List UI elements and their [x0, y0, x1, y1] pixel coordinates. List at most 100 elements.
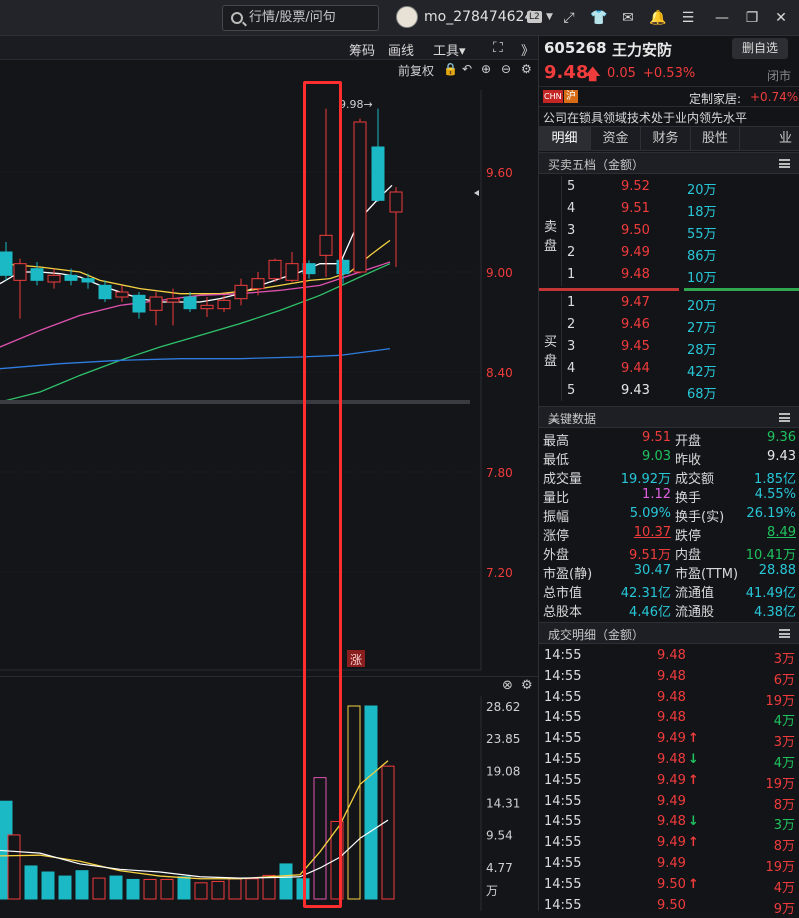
volume-gear-icon[interactable]: ⚙: [521, 678, 533, 693]
level-price: 9.47: [621, 295, 650, 310]
stock-code: 605268: [544, 39, 607, 57]
keydata-value: 9.43: [767, 449, 796, 464]
keydata-value: 10.41万: [745, 548, 796, 563]
close-icon[interactable]: ✕: [775, 10, 787, 26]
search-placeholder: 行情/股票/问句: [249, 10, 336, 25]
level-amount: 20万: [687, 299, 717, 314]
level-amount: 68万: [687, 387, 717, 402]
level-number: 5: [567, 383, 576, 398]
trade-amount: 8万: [773, 797, 795, 813]
candle-body: [217, 299, 231, 310]
buy-level-5[interactable]: 5 9.43 68万: [539, 380, 799, 402]
bell-icon[interactable]: 🔔: [649, 10, 667, 26]
y-tick-label: 9.60: [486, 166, 513, 180]
limit-up-tag: 涨: [350, 652, 362, 667]
draw-line-button[interactable]: 画线: [388, 44, 415, 59]
adjust-button[interactable]: 前复权: [398, 64, 435, 78]
orderbook-menu-icon[interactable]: [779, 159, 790, 168]
keydata-value: 28.88: [758, 563, 796, 578]
level-price: 9.51: [621, 201, 650, 216]
trade-time: 14:55: [544, 876, 582, 892]
tab-funds[interactable]: 资金: [590, 127, 640, 151]
tag-chn: CHN: [543, 90, 563, 103]
volume-ticks: 28.62 23.85 19.08 14.31 9.54 4.77 万: [486, 700, 520, 898]
chevron-down-icon[interactable]: ▼: [546, 12, 553, 22]
volume-bar: [228, 878, 242, 900]
keydata-value[interactable]: 10.37: [633, 525, 671, 540]
search-input[interactable]: 行情/股票/问句: [222, 5, 379, 31]
volume-chart[interactable]: 28.62 23.85 19.08 14.31 9.54 4.77 万: [0, 696, 538, 911]
trades-header: 成交明细（金额）: [539, 622, 799, 644]
keydata-label: 市盈(静): [543, 567, 593, 582]
trade-row: 14:55 9.50 ↑ 4万: [539, 877, 799, 897]
trade-direction-icon: ↓: [688, 752, 699, 767]
restore-icon[interactable]: ❐: [745, 10, 759, 26]
trade-direction-icon: ↑: [688, 876, 699, 892]
shirt-icon[interactable]: 👕: [590, 10, 608, 26]
sell-level-1[interactable]: 1 9.48 10万: [539, 264, 799, 286]
trade-row: 14:55 9.48 4万: [539, 710, 799, 730]
chart-subtoolbar: 前复权 🔒 ↶ ⊕ ⊖ ⚙: [0, 60, 538, 82]
keydata-label: 总股本: [543, 605, 583, 620]
price-pointer-icon: [474, 190, 479, 196]
volume-bar: [279, 863, 293, 900]
volume-bar: [126, 878, 140, 900]
sell-ratio-bar: [539, 288, 679, 291]
volume-bar: [177, 876, 191, 900]
sell-label-char: 卖: [544, 220, 558, 235]
keydata-value[interactable]: 8.49: [767, 525, 796, 540]
menu-icon[interactable]: ☰: [681, 10, 695, 26]
trade-direction-icon: ↑: [688, 772, 699, 788]
sell-level-4[interactable]: 4 9.51 18万: [539, 198, 799, 220]
last-price: 9.48: [544, 62, 589, 83]
avatar[interactable]: [396, 6, 418, 28]
keydata-label: 涨停: [543, 529, 570, 544]
undo-icon[interactable]: ↶: [462, 62, 473, 76]
candle-body: [268, 259, 282, 280]
buy-level-1[interactable]: 1 9.47 20万: [539, 292, 799, 314]
level-number: 1: [567, 267, 576, 282]
trade-time: 14:55: [544, 648, 582, 663]
level-price: 9.48: [621, 267, 650, 282]
tab-finance[interactable]: 财务: [640, 127, 690, 151]
keydata-value: 1.85亿: [754, 472, 796, 487]
tab-detail[interactable]: 明细: [539, 127, 590, 151]
chip-button[interactable]: 筹码: [349, 44, 376, 59]
tab-industry[interactable]: 业: [779, 131, 793, 146]
trade-price: 9.49: [657, 856, 686, 871]
level-price: 9.46: [621, 317, 650, 332]
sell-level-5[interactable]: 5 9.52 20万: [539, 176, 799, 198]
tab-character[interactable]: 股性: [690, 127, 740, 151]
minimize-icon[interactable]: —: [715, 10, 729, 26]
volume-bar: [7, 834, 21, 900]
volume-tick-label: 4.77: [486, 861, 513, 875]
sector-label[interactable]: 定制家居:: [689, 92, 742, 106]
sell-level-3[interactable]: 3 9.50 55万: [539, 220, 799, 242]
collapse-icon[interactable]: ︽: [548, 412, 561, 426]
keydata-menu-icon[interactable]: [779, 413, 790, 422]
screen-icon[interactable]: ⤢: [563, 10, 575, 26]
trade-amount: 19万: [765, 693, 795, 709]
close-volume-icon[interactable]: ⊗: [502, 678, 513, 693]
tools-button[interactable]: 工具▾: [433, 44, 466, 59]
price-change: 0.05: [607, 66, 636, 81]
fullscreen-icon[interactable]: ⛶: [493, 40, 503, 56]
mail-icon[interactable]: ✉: [622, 10, 634, 26]
lock-icon[interactable]: 🔒: [443, 62, 458, 76]
buy-level-4[interactable]: 4 9.44 42万: [539, 358, 799, 380]
zoom-out-icon[interactable]: ⊖: [501, 62, 512, 76]
buy-level-2[interactable]: 2 9.46 27万: [539, 314, 799, 336]
keydata-value: 1.12: [642, 487, 671, 502]
gear-icon[interactable]: ⚙: [521, 62, 532, 76]
sell-level-2[interactable]: 2 9.49 86万: [539, 242, 799, 264]
trades-menu-icon[interactable]: [779, 629, 790, 638]
trade-time: 14:55: [544, 835, 582, 851]
collapse-button[interactable]: 》: [521, 44, 535, 59]
zoom-in-icon[interactable]: ⊕: [481, 62, 492, 76]
buy-level-3[interactable]: 3 9.45 28万: [539, 336, 799, 358]
candlestick-chart[interactable]: 9.60 9.00 8.40 7.80 7.20 9.98→ 涨: [0, 82, 538, 672]
watchlist-button[interactable]: 删自选: [732, 38, 788, 59]
username[interactable]: mo_278474624: [424, 9, 534, 25]
candle-body: [81, 278, 95, 283]
keydata-header: 关键数据 ︽: [539, 406, 799, 428]
